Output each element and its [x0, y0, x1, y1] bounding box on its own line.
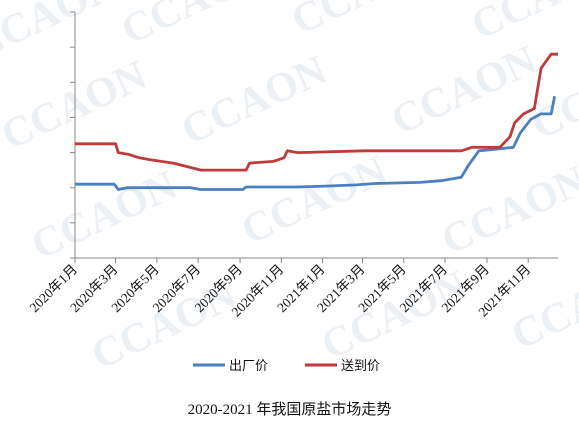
legend-label-factory-price: 出厂价 [229, 359, 268, 374]
legend: 出厂价 送到价 [193, 359, 380, 374]
watermark-text: CCAON [0, 0, 124, 69]
legend-label-delivered-price: 送到价 [341, 359, 380, 374]
chart-axes [70, 11, 558, 263]
watermark-text: CCAON [175, 47, 334, 154]
watermark-text: CCAON [385, 37, 544, 144]
watermark-text: CCAON [285, 0, 444, 44]
watermark-text: CCAON [435, 157, 579, 264]
chart-series [75, 52, 558, 191]
chart-caption: 2020-2021 年我国原盐市场走势 [187, 402, 392, 418]
watermark-text: CCAON [25, 162, 184, 269]
series-line-factory-price [75, 96, 556, 191]
series-line-delivered-price [75, 52, 558, 172]
watermark-text: CCAON [115, 0, 274, 54]
